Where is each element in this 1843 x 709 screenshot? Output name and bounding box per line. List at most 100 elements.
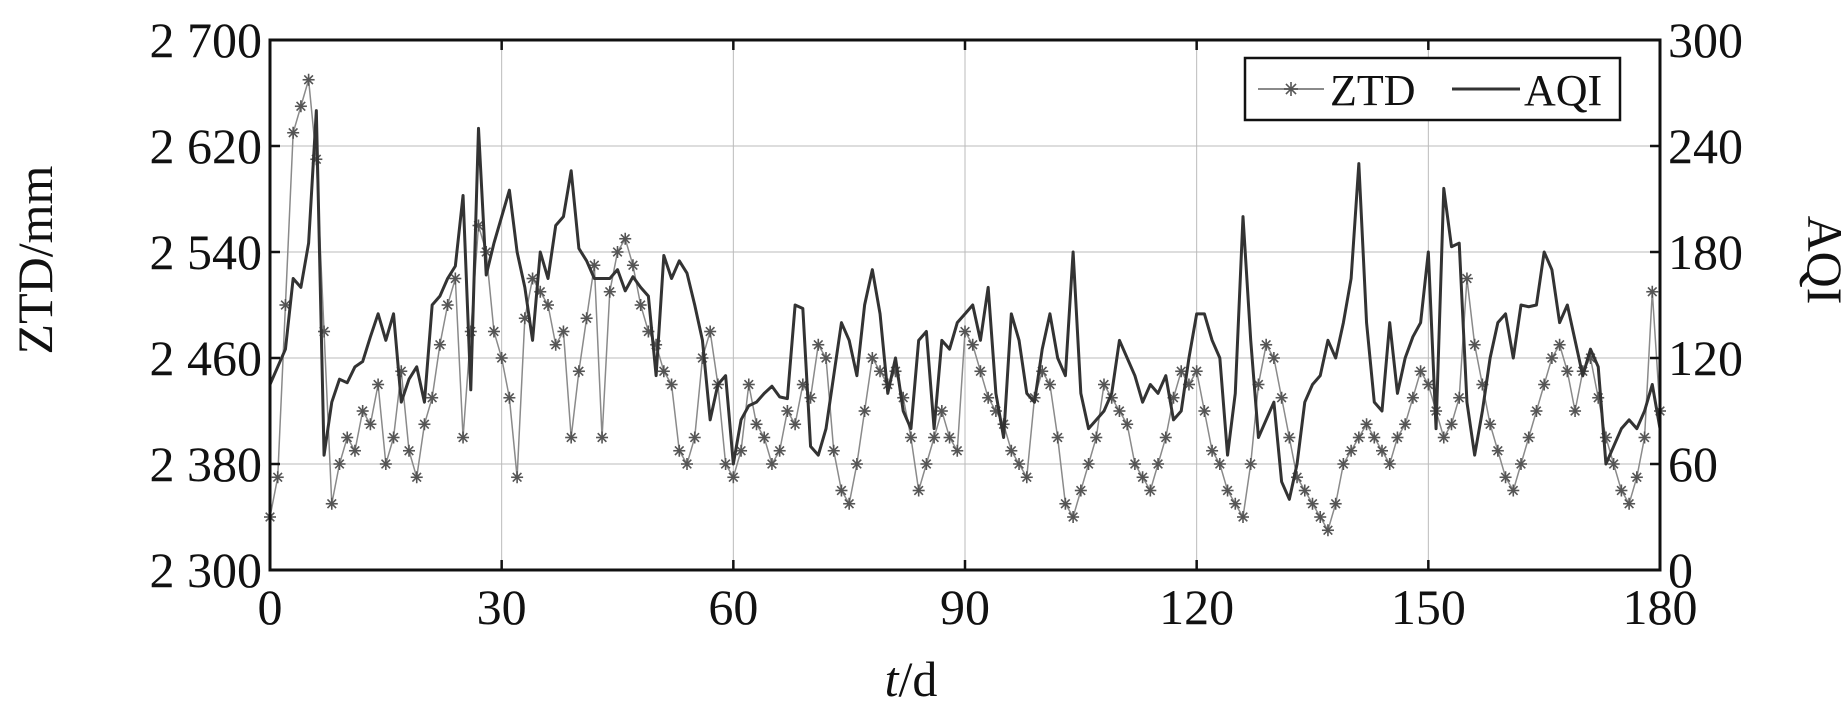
ztd-point: [302, 73, 315, 86]
y-left-tick-label: 2 540: [150, 224, 263, 280]
legend-ztd-star: [1284, 82, 1298, 96]
ztd-point: [789, 418, 802, 431]
ztd-point: [904, 431, 917, 444]
ztd-point: [874, 365, 887, 378]
ztd-point: [1445, 418, 1458, 431]
ztd-point: [727, 471, 740, 484]
ztd-point: [1275, 391, 1288, 404]
ztd-point: [858, 405, 871, 417]
ztd-point: [1082, 458, 1095, 470]
ztd-point: [665, 378, 678, 391]
ztd-point: [1507, 484, 1520, 497]
ztd-point: [928, 431, 941, 444]
ztd-point: [765, 458, 778, 470]
ztd-point: [850, 458, 863, 470]
ztd-point: [603, 285, 616, 298]
ztd-point: [487, 325, 500, 338]
ztd-point: [1491, 444, 1504, 457]
ztd-point: [1306, 497, 1319, 510]
ztd-point: [1121, 418, 1134, 431]
ztd-point: [1113, 405, 1126, 417]
ztd-point: [565, 431, 578, 444]
ztd-point: [951, 444, 964, 457]
ztd-point: [1213, 458, 1226, 470]
ztd-point: [820, 352, 832, 364]
ztd-point: [1422, 378, 1435, 391]
y-right-tick-label: 300: [1668, 12, 1743, 68]
ztd-point: [1623, 497, 1636, 510]
ztd-point: [1051, 431, 1064, 444]
ztd-point: [542, 299, 554, 311]
ztd-point: [580, 312, 593, 325]
ztd-point: [758, 431, 771, 444]
ztd-point: [619, 232, 632, 245]
ztd-point: [773, 444, 786, 457]
ztd-point: [356, 405, 369, 417]
ztd-point: [1098, 378, 1110, 391]
ztd-point: [1329, 497, 1342, 510]
legend-ztd-label: ZTD: [1330, 66, 1416, 115]
ztd-point: [974, 365, 987, 378]
ztd-point: [1352, 431, 1365, 444]
y-left-tick-label: 2 460: [150, 330, 263, 386]
y-left-tick-label: 2 380: [150, 436, 263, 492]
ztd-point: [1453, 391, 1466, 404]
legend: ZTD AQI: [1243, 56, 1622, 122]
ztd-point: [1067, 511, 1080, 523]
ztd-point: [1159, 431, 1172, 444]
ztd-point: [1630, 471, 1643, 484]
ztd-point: [1414, 365, 1427, 378]
ztd-point: [943, 431, 956, 444]
ztd-point: [634, 299, 647, 311]
ztd-point: [1136, 471, 1149, 484]
ztd-point: [719, 458, 732, 470]
ztd-point: [1314, 511, 1327, 523]
ztd-point: [1345, 444, 1358, 457]
ztd-point: [1020, 471, 1033, 484]
ztd-point: [410, 471, 423, 484]
ztd-point: [611, 246, 624, 258]
ztd-point: [688, 431, 701, 444]
ztd-point: [912, 484, 925, 497]
ztd-point: [750, 418, 763, 431]
ztd-point: [403, 444, 415, 457]
ztd-point: [294, 100, 307, 113]
ztd-point: [1522, 431, 1535, 444]
x-tick-label: 60: [708, 579, 758, 635]
ztd-point: [588, 259, 601, 272]
ztd-point: [866, 352, 879, 364]
x-tick-label: 30: [477, 579, 527, 635]
ztd-point: [1484, 418, 1497, 431]
ztd-point: [1499, 471, 1512, 484]
ztd-point: [441, 299, 454, 311]
ztd-point: [1530, 405, 1543, 417]
ztd-point: [1646, 285, 1659, 298]
y-right-tick-label: 60: [1668, 436, 1718, 492]
ztd-point: [1128, 458, 1141, 470]
ztd-point: [549, 338, 562, 351]
ztd-point: [572, 365, 585, 378]
ztd-point: [287, 126, 300, 139]
ztd-point: [966, 338, 979, 351]
ztd-point: [341, 431, 354, 444]
ztd-point: [1175, 365, 1188, 378]
y-right-tick-label: 0: [1668, 542, 1693, 598]
y-left-tick-label: 2 700: [150, 12, 263, 68]
ztd-point: [704, 325, 717, 338]
ztd-point: [681, 458, 693, 470]
y-left-tick-label: 2 300: [150, 542, 263, 598]
ztd-point: [1152, 458, 1165, 470]
ztd-point: [1244, 458, 1257, 470]
ztd-point: [426, 391, 439, 404]
ztd-point: [1198, 405, 1211, 417]
y-right-tick-label: 240: [1668, 118, 1743, 174]
ztd-point: [1638, 431, 1651, 444]
ztd-point: [1206, 444, 1219, 457]
ztd-point: [735, 444, 748, 457]
ztd-point: [812, 338, 825, 351]
ztd-point: [1074, 484, 1087, 497]
ztd-point: [457, 431, 470, 444]
x-axis-label-variable: t: [885, 651, 900, 707]
ztd-point: [835, 484, 848, 497]
axis-ticks: [268, 38, 1662, 572]
